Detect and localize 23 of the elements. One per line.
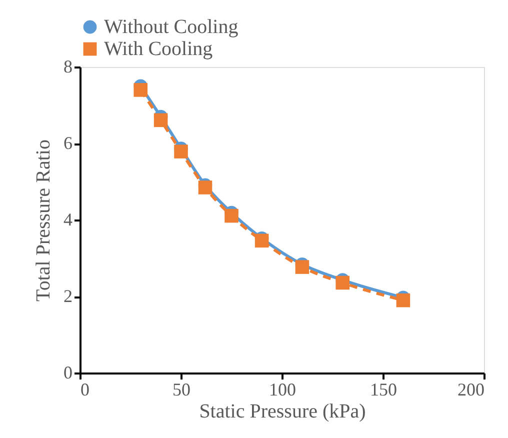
x-axis-title: Static Pressure (kPa) <box>199 400 366 422</box>
y-tick-label: 6 <box>64 133 72 153</box>
point <box>174 144 188 158</box>
y-tick-label: 2 <box>64 286 72 306</box>
x-tick-label: 50 <box>172 380 190 400</box>
legend-label: Without Cooling <box>104 16 238 38</box>
y-tick-label: 4 <box>64 210 72 230</box>
x-tick-label: 100 <box>269 380 296 400</box>
point <box>254 234 269 248</box>
x-tick-label: 200 <box>458 380 484 400</box>
point <box>295 260 310 274</box>
y-axis-title: Total Pressure Ratio <box>32 140 54 302</box>
point <box>134 83 148 97</box>
point <box>224 208 238 223</box>
point <box>154 113 168 128</box>
legend-label: With Cooling <box>104 38 213 60</box>
y-tick-label: 0 <box>64 362 72 382</box>
point <box>336 276 350 290</box>
point <box>396 293 410 308</box>
x-tick-label: 0 <box>80 380 90 400</box>
point <box>198 180 212 194</box>
y-tick-label: 8 <box>64 56 72 76</box>
x-tick-label: 150 <box>370 380 397 400</box>
